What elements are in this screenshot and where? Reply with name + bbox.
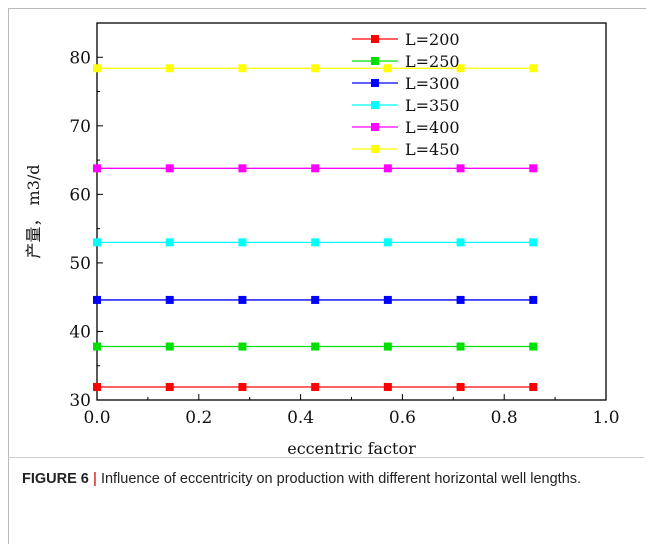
data-point-L=200-5 <box>456 382 465 391</box>
data-point-L=400-1 <box>165 164 174 173</box>
y-tick-label-1: 40 <box>69 322 91 342</box>
legend-label-L=450: L=450 <box>405 140 460 159</box>
data-point-L=350-5 <box>456 238 465 247</box>
data-point-L=350-0 <box>93 238 101 247</box>
legend-marker-L=250 <box>371 57 379 65</box>
x-tick-label-1: 0.2 <box>185 408 212 428</box>
data-point-L=450-4 <box>383 64 392 73</box>
data-point-L=250-5 <box>456 342 465 351</box>
plot-area: 0.0 0.2 0.4 0.6 0.8 1.0 30 40 50 60 70 80 L=200 L=250… <box>69 22 620 428</box>
data-point-L=250-0 <box>93 342 101 351</box>
data-point-L=400-0 <box>93 164 101 173</box>
data-point-L=300-5 <box>456 295 465 304</box>
x-tick-label-0: 0.0 <box>83 408 110 428</box>
data-point-L=200-0 <box>93 382 101 391</box>
legend-label-L=200: L=200 <box>405 30 460 49</box>
legend-marker-L=450 <box>371 145 379 153</box>
data-point-L=450-0 <box>93 64 101 73</box>
caption-divider <box>8 457 644 458</box>
data-point-L=350-6 <box>529 238 538 247</box>
data-point-L=300-3 <box>311 295 320 304</box>
chart: 0.0 0.2 0.4 0.6 0.8 1.0 30 40 50 60 70 80 L=200 L=250… <box>24 22 620 458</box>
data-point-L=450-1 <box>165 64 174 73</box>
figure-label: FIGURE 6 <box>22 471 89 487</box>
caption-text: Influence of eccentricity on production … <box>100 471 582 487</box>
data-point-L=250-3 <box>311 342 320 351</box>
data-point-L=350-4 <box>383 238 392 247</box>
figure-frame <box>8 8 646 544</box>
data-point-L=400-2 <box>238 164 247 173</box>
data-point-L=350-3 <box>311 238 320 247</box>
legend-label-L=250: L=250 <box>405 52 460 71</box>
figure-caption: FIGURE 6 | Influence of eccentricity on pr… <box>22 468 622 490</box>
data-point-L=350-2 <box>238 238 247 247</box>
data-point-L=250-1 <box>165 342 174 351</box>
data-point-L=300-1 <box>165 295 174 304</box>
legend-marker-L=350 <box>371 101 379 109</box>
y-tick-label-0: 30 <box>69 391 91 411</box>
data-point-L=400-5 <box>456 164 465 173</box>
legend-label-L=300: L=300 <box>405 74 460 93</box>
data-point-L=300-6 <box>529 295 538 304</box>
legend-marker-L=300 <box>371 79 379 87</box>
legend-label-L=400: L=400 <box>405 118 460 137</box>
x-tick-label-4: 0.8 <box>491 408 518 428</box>
y-axis-title: 产量， m3/d <box>24 164 43 258</box>
data-point-L=300-2 <box>238 295 247 304</box>
data-point-L=200-4 <box>383 382 392 391</box>
y-tick-label-3: 60 <box>69 185 91 205</box>
caption-separator: | <box>92 471 97 487</box>
data-point-L=250-6 <box>529 342 538 351</box>
data-point-L=200-2 <box>238 382 247 391</box>
data-point-L=400-3 <box>311 164 320 173</box>
data-point-L=450-3 <box>311 64 320 73</box>
data-point-L=200-3 <box>311 382 320 391</box>
data-point-L=450-2 <box>238 64 247 73</box>
data-point-L=400-6 <box>529 164 538 173</box>
data-point-L=300-0 <box>93 295 101 304</box>
data-point-L=400-4 <box>383 164 392 173</box>
data-point-L=200-6 <box>529 382 538 391</box>
data-point-L=450-6 <box>529 64 538 73</box>
data-point-L=450-5 <box>456 64 465 73</box>
y-tick-label-5: 80 <box>69 48 91 68</box>
data-point-L=300-4 <box>383 295 392 304</box>
x-tick-label-5: 1.0 <box>592 408 619 428</box>
legend-marker-L=400 <box>371 123 379 131</box>
data-point-L=250-2 <box>238 342 247 351</box>
data-point-L=200-1 <box>165 382 174 391</box>
data-point-L=350-1 <box>165 238 174 247</box>
data-point-L=250-4 <box>383 342 392 351</box>
y-tick-label-2: 50 <box>69 254 91 274</box>
legend-marker-L=200 <box>371 35 379 43</box>
legend-label-L=350: L=350 <box>405 96 460 115</box>
x-tick-label-3: 0.6 <box>389 408 416 428</box>
x-tick-label-2: 0.4 <box>287 408 314 428</box>
x-axis-title: eccentric factor <box>287 439 416 458</box>
y-tick-label-4: 70 <box>69 117 91 137</box>
